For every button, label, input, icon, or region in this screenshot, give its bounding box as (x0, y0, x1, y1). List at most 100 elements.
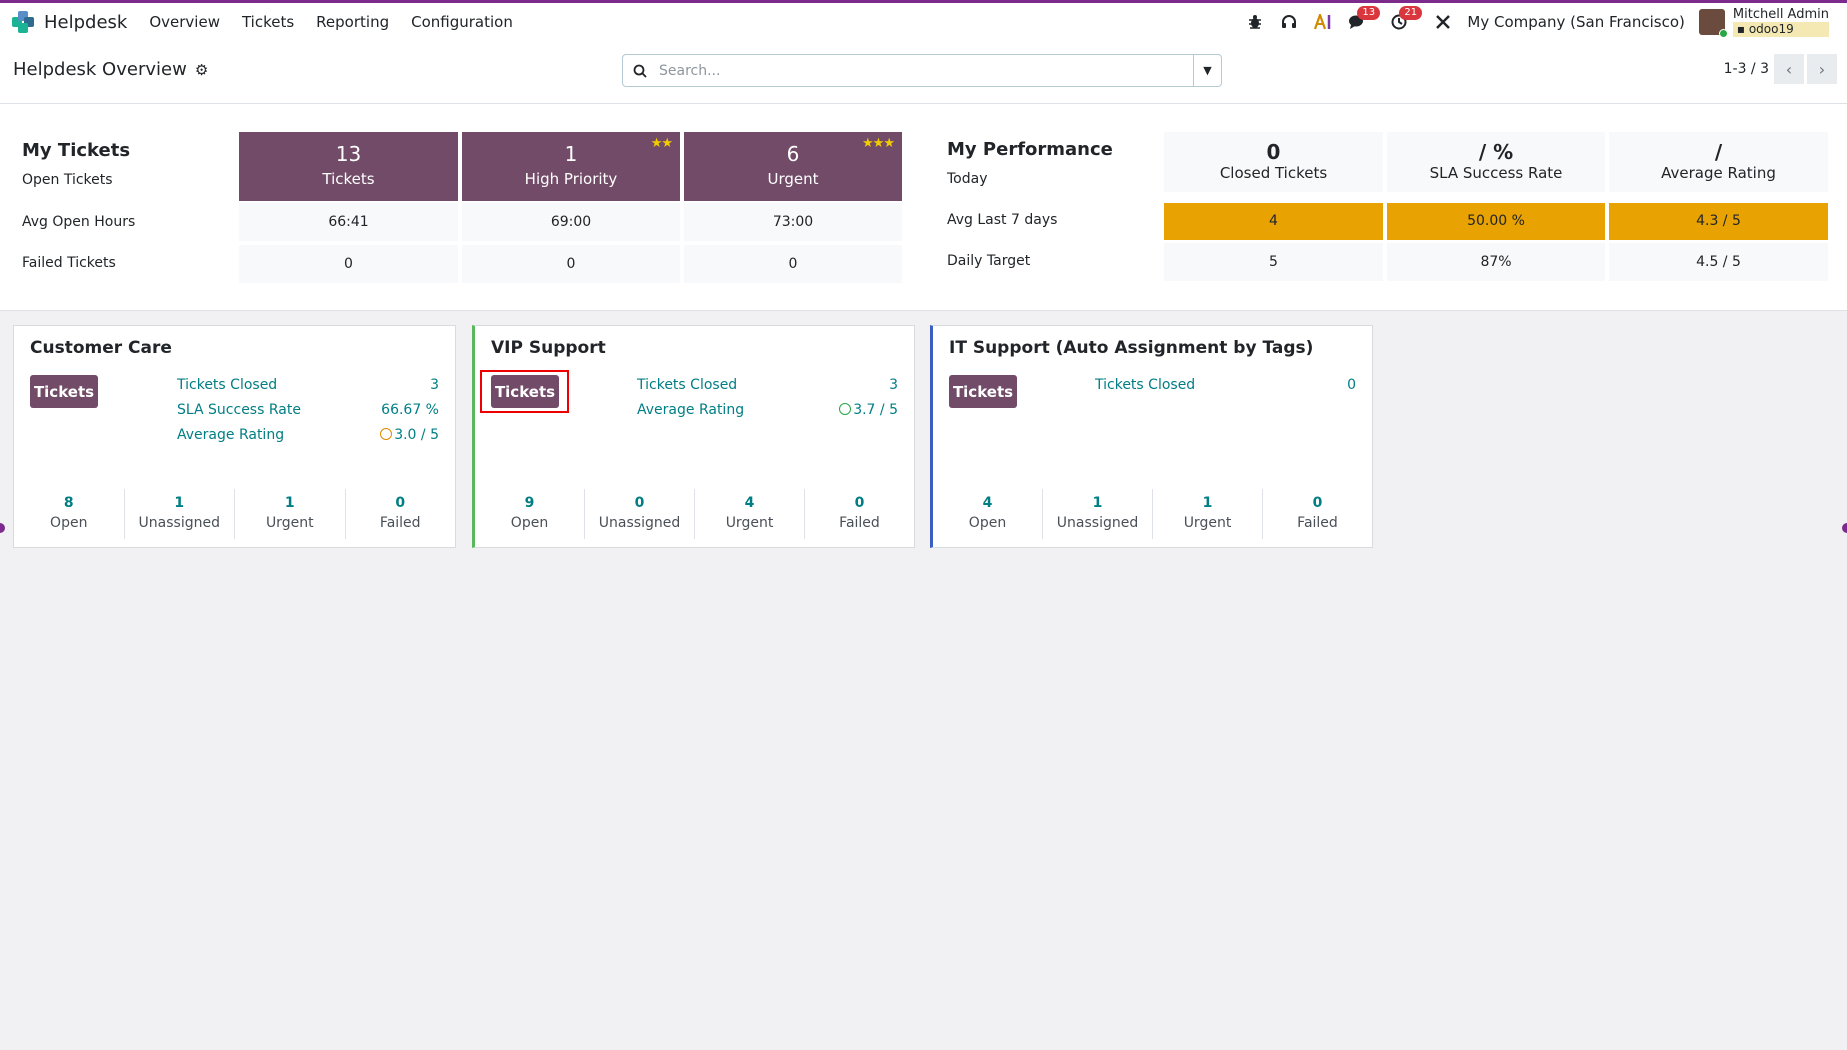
average-rating-link[interactable]: Average Rating (637, 402, 745, 418)
counter-urgent[interactable]: 4 Urgent (694, 489, 804, 539)
counter-failed[interactable]: 0 Failed (804, 489, 914, 539)
company-switcher[interactable]: My Company (San Francisco) (1467, 13, 1685, 31)
counter-open[interactable]: 8 Open (50, 495, 88, 531)
avg-hours-urgent[interactable]: 73:00 (684, 203, 902, 241)
sla-success-link[interactable]: SLA Success Rate (177, 402, 301, 418)
activities-clock-icon[interactable]: 21 (1389, 6, 1423, 32)
perf-value: / % (1478, 140, 1514, 164)
high-priority-tile[interactable]: ★★ 1 High Priority (462, 132, 680, 201)
sla-success-today: / % SLA Success Rate (1387, 132, 1605, 192)
average-rating-value[interactable]: 3.7 / 5 (839, 402, 898, 418)
bug-icon[interactable] (1245, 12, 1265, 32)
tickets-button[interactable]: Tickets (491, 375, 559, 408)
tile-value: 6 (786, 142, 800, 166)
open-tickets-label: Open Tickets (22, 172, 113, 188)
my-tickets-title: My Tickets (22, 140, 131, 161)
counter-failed[interactable]: 0 Failed (344, 489, 456, 539)
team-name[interactable]: Customer Care (30, 338, 172, 358)
breadcrumb: Helpdesk Overview ⚙ (13, 59, 208, 80)
tickets-closed-value[interactable]: 3 (430, 377, 439, 393)
user-menu[interactable]: Mitchell Admin ▪ odoo19 (1732, 7, 1829, 37)
window-handle-top (919, 0, 929, 5)
tickets-closed-value[interactable]: 0 (1347, 377, 1356, 393)
tickets-button[interactable]: Tickets (30, 375, 98, 408)
star-icon: ★★★ (862, 136, 895, 151)
perf-label: Closed Tickets (1219, 164, 1328, 182)
top-navbar: Helpdesk Overview Tickets Reporting Conf… (0, 3, 1847, 41)
ai-icon[interactable] (1313, 12, 1333, 32)
failed-high[interactable]: 0 (462, 245, 680, 283)
pager-next-button[interactable]: › (1807, 54, 1837, 84)
urgent-tile[interactable]: ★★★ 6 Urgent (684, 132, 902, 201)
my-performance-title: My Performance (947, 139, 1113, 160)
gear-icon[interactable]: ⚙ (194, 60, 209, 79)
pager-previous-button[interactable]: ‹ (1774, 54, 1804, 84)
failed-tickets-label: Failed Tickets (22, 255, 116, 271)
target-sla: 87% (1387, 243, 1605, 281)
today-label: Today (947, 171, 988, 187)
failed-urgent[interactable]: 0 (684, 245, 902, 283)
counter-urgent[interactable]: 1 Urgent (1152, 489, 1262, 539)
my-tickets-tile[interactable]: 13 Tickets (239, 132, 458, 201)
perf-label: SLA Success Rate (1429, 164, 1563, 182)
team-card-customer-care: Customer Care Tickets Tickets Closed 3 S… (13, 325, 456, 548)
tickets-closed-value[interactable]: 3 (889, 377, 898, 393)
counter-unassigned[interactable]: 1 Unassigned (123, 489, 235, 539)
counter-unassigned[interactable]: 1 Unassigned (1042, 489, 1152, 539)
perf-value: / (1714, 140, 1723, 164)
counter-failed[interactable]: 0 Failed (1262, 489, 1372, 539)
neutral-face-icon (380, 428, 393, 440)
avg-closed-7days: 4 (1164, 203, 1383, 240)
helpdesk-app-icon[interactable] (12, 11, 34, 33)
avg-sla-7days: 50.00 % (1387, 203, 1605, 240)
helpdesk-dashboard: My Tickets Open Tickets Avg Open Hours F… (0, 104, 1847, 311)
search-input[interactable] (659, 62, 1193, 79)
failed-all[interactable]: 0 (239, 245, 458, 283)
user-avatar[interactable] (1698, 9, 1728, 38)
messages-badge: 13 (1357, 6, 1381, 20)
menu-overview[interactable]: Overview (149, 13, 220, 31)
sla-success-value[interactable]: 66.67 % (381, 402, 439, 418)
tile-label: High Priority (524, 170, 618, 188)
avg-hours-high[interactable]: 69:00 (462, 203, 680, 241)
counter-open[interactable]: 4 Open (968, 495, 1007, 531)
target-closed: 5 (1164, 243, 1383, 281)
online-status-dot (1718, 29, 1728, 38)
pager-value[interactable]: 1-3 / 3 (1723, 61, 1769, 77)
avg-hours-all[interactable]: 66:41 (239, 203, 458, 241)
menu-tickets[interactable]: Tickets (241, 13, 295, 31)
closed-tickets-today: 0 Closed Tickets (1164, 132, 1383, 192)
counter-urgent[interactable]: 1 Urgent (234, 489, 345, 539)
tickets-closed-link[interactable]: Tickets Closed (177, 377, 278, 393)
search-options-toggle[interactable]: ▼ (1193, 55, 1221, 86)
smile-face-icon (839, 403, 852, 415)
average-rating-value[interactable]: 3.0 / 5 (380, 427, 439, 443)
avg-open-hours-label: Avg Open Hours (22, 214, 136, 230)
chevron-left-icon: ‹ (1785, 59, 1793, 79)
counter-unassigned[interactable]: 0 Unassigned (584, 489, 694, 539)
headset-icon[interactable] (1279, 12, 1299, 32)
team-name[interactable]: IT Support (Auto Assignment by Tags) (949, 338, 1314, 358)
team-card-it-support: IT Support (Auto Assignment by Tags) Tic… (930, 325, 1373, 548)
menu-reporting[interactable]: Reporting (316, 13, 390, 31)
tickets-closed-link[interactable]: Tickets Closed (1095, 377, 1196, 393)
tickets-button[interactable]: Tickets (949, 375, 1017, 408)
tile-value: 1 (564, 142, 578, 166)
team-counters: 8 Open 1 Unassigned 1 Urgent 0 Failed (14, 489, 455, 539)
settings-tools-icon[interactable] (1433, 12, 1453, 32)
activities-badge: 21 (1399, 6, 1423, 20)
app-brand[interactable]: Helpdesk (44, 11, 128, 33)
messages-icon[interactable]: 13 (1347, 6, 1381, 32)
avg-rating-7days: 4.3 / 5 (1609, 203, 1828, 240)
daily-target-label: Daily Target (947, 253, 1031, 269)
database-name: ▪ odoo19 (1732, 22, 1829, 37)
chevron-right-icon: › (1818, 59, 1826, 79)
menu-configuration[interactable]: Configuration (411, 13, 513, 31)
tile-value: 13 (335, 142, 362, 166)
counter-open[interactable]: 9 Open (510, 495, 549, 531)
average-rating-link[interactable]: Average Rating (177, 427, 285, 443)
team-name[interactable]: VIP Support (491, 338, 606, 358)
caret-down-icon: ▼ (1203, 64, 1212, 77)
tickets-closed-link[interactable]: Tickets Closed (637, 377, 738, 393)
user-name: Mitchell Admin (1732, 7, 1829, 22)
